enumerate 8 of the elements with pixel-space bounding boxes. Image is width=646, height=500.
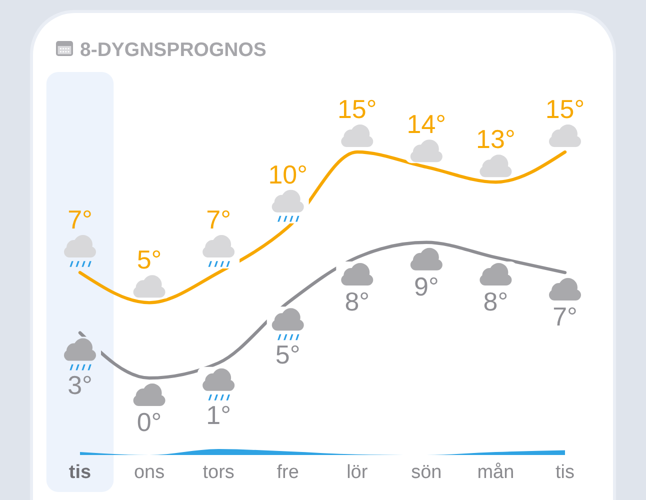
x-tick-label: mån — [477, 462, 514, 483]
x-tick-label: lör — [346, 462, 368, 483]
x-tick-label: tis — [68, 462, 92, 483]
x-tick-label: tis — [556, 462, 574, 483]
x-tick-label: fre — [276, 462, 299, 483]
x-tick-label: ons — [134, 462, 165, 483]
x-tick-label: sön — [411, 462, 442, 483]
x-tick-label: tors — [202, 462, 234, 483]
